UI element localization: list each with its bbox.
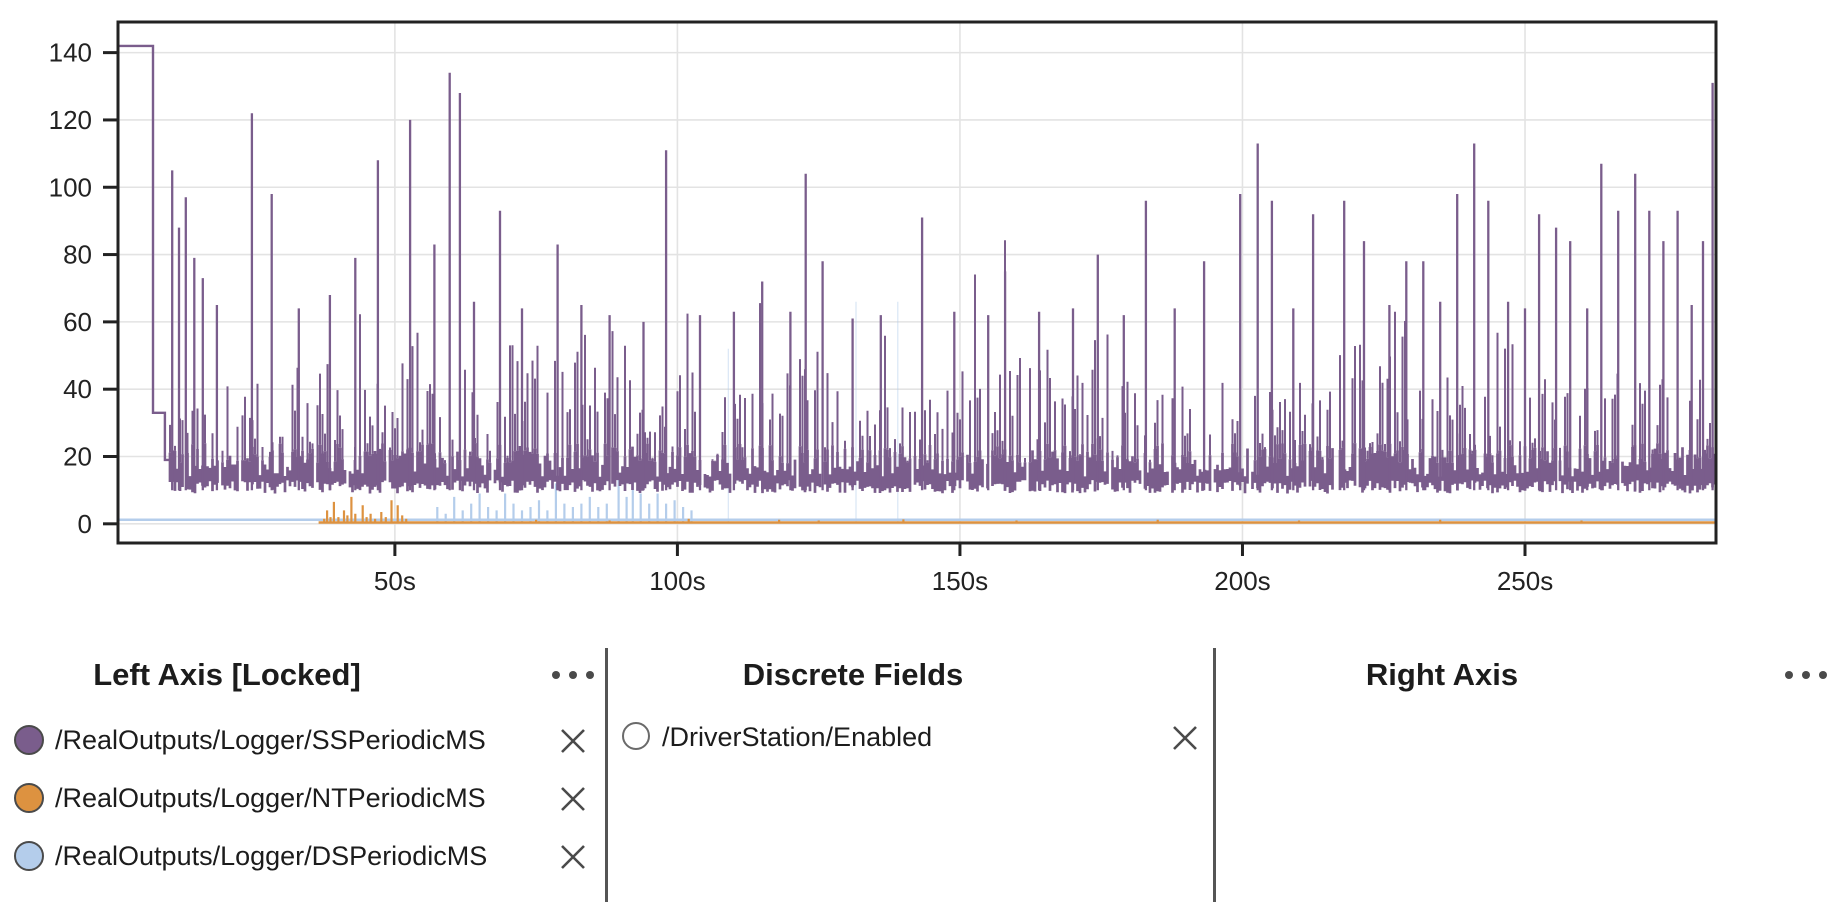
series-color-swatch[interactable]: [14, 725, 44, 755]
x-axis-labels: 50s 100s 150s 200s 250s: [374, 566, 1553, 596]
legend-divider-right: [1213, 648, 1216, 902]
svg-text:140: 140: [49, 38, 92, 68]
legend-item-label: /DriverStation/Enabled: [662, 722, 933, 752]
svg-text:100: 100: [49, 172, 92, 202]
legend-item-driverstation-enabled: /DriverStation/Enabled: [605, 715, 1213, 759]
ellipsis-icon: [552, 671, 594, 679]
legend-item-ntperiodicms: /RealOutputs/Logger/NTPeriodicMS: [0, 776, 605, 820]
timeseries-chart[interactable]: 0 20 40 60 80 100 120 140 50s 100s 150s 200s 250s: [0, 0, 1834, 600]
svg-text:50s: 50s: [374, 566, 416, 596]
svg-text:200s: 200s: [1214, 566, 1270, 596]
legend-item-label: /RealOutputs/Logger/SSPeriodicMS: [55, 725, 486, 755]
ellipsis-icon: [1785, 671, 1827, 679]
legend-divider-left: [605, 648, 608, 902]
series-ssperiodicms-intro: [119, 44, 170, 462]
series-color-swatch[interactable]: [14, 841, 44, 871]
left-axis-title: Left Axis [Locked]: [93, 657, 361, 692]
right-axis-menu-button[interactable]: [1778, 658, 1834, 692]
close-icon: [1173, 726, 1197, 750]
legend-item-ssperiodicms: /RealOutputs/Logger/SSPeriodicMS: [0, 718, 605, 762]
remove-series-button[interactable]: [558, 842, 588, 872]
close-icon: [561, 729, 585, 753]
close-icon: [561, 845, 585, 869]
svg-text:40: 40: [63, 374, 92, 404]
right-axis-title: Right Axis: [1365, 657, 1519, 692]
svg-text:100s: 100s: [649, 566, 705, 596]
series-ssperiodicms-noise-upper: [169, 240, 1714, 464]
svg-text:250s: 250s: [1497, 566, 1553, 596]
legend-item-dsperiodicms: /RealOutputs/Logger/DSPeriodicMS: [0, 834, 605, 878]
close-icon: [561, 787, 585, 811]
series-ssperiodicms-peaks: [171, 72, 1714, 491]
svg-text:80: 80: [63, 240, 92, 270]
svg-text:150s: 150s: [932, 566, 988, 596]
axis-ticks: [103, 51, 1527, 556]
plot-border: [116, 20, 1718, 545]
series-color-swatch[interactable]: [14, 783, 44, 813]
series-dsperiodicms-spikes: [436, 470, 693, 523]
svg-text:20: 20: [63, 442, 92, 472]
svg-text:120: 120: [49, 105, 92, 135]
remove-field-button[interactable]: [1170, 723, 1200, 753]
legend-item-label: /RealOutputs/Logger/DSPeriodicMS: [55, 841, 488, 871]
discrete-fields-title: Discrete Fields: [742, 657, 964, 692]
plot-area[interactable]: [118, 44, 1716, 524]
remove-series-button[interactable]: [558, 726, 588, 756]
svg-text:60: 60: [63, 307, 92, 337]
discrete-field-swatch[interactable]: [622, 722, 650, 750]
svg-text:0: 0: [78, 509, 92, 539]
remove-series-button[interactable]: [558, 784, 588, 814]
y-axis-labels: 0 20 40 60 80 100 120 140: [49, 38, 92, 539]
legend-item-label: /RealOutputs/Logger/NTPeriodicMS: [55, 783, 486, 813]
left-axis-menu-button[interactable]: [545, 658, 601, 692]
series-ntperiodicms-spikes: [323, 496, 1583, 524]
legend-bar: Left Axis [Locked] /RealOutputs/Logger/S…: [0, 600, 1834, 902]
